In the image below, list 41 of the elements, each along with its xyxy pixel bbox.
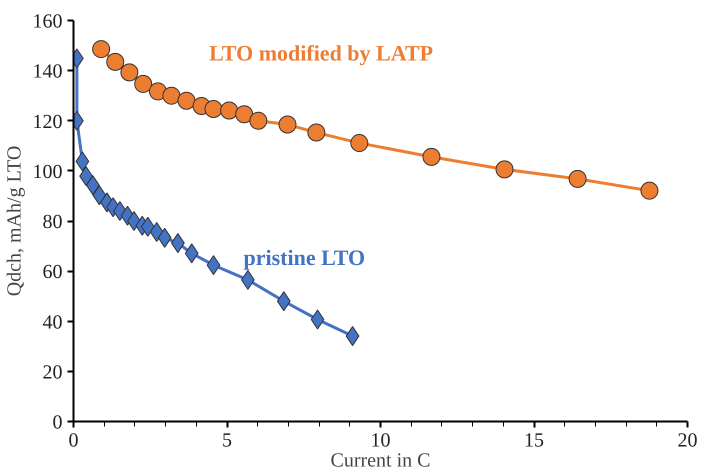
point (235, 105, 254, 124)
y-axis-title: Qdch, mAh/g LTO (4, 146, 26, 296)
y-tick-label: 160 (32, 10, 62, 32)
x-tick-label: 20 (678, 430, 698, 452)
point (278, 116, 296, 134)
point (204, 100, 222, 118)
point (640, 182, 658, 200)
y-tick-label: 140 (32, 60, 62, 83)
y-tick-label: 0 (52, 412, 62, 434)
x-tick-label: 15 (524, 430, 544, 452)
x-tick-label: 10 (370, 430, 390, 452)
point (276, 291, 291, 312)
point (162, 86, 180, 105)
point (307, 124, 326, 142)
point (134, 74, 152, 93)
series-label: pristine LTO (243, 245, 366, 270)
point (140, 216, 155, 237)
y-tick-label: 20 (42, 361, 62, 384)
point (92, 185, 106, 206)
point (158, 228, 172, 248)
point (184, 243, 199, 264)
x-tick-label: 5 (222, 430, 232, 452)
point (150, 222, 164, 242)
y-tick-label: 100 (32, 160, 62, 183)
series-label: LTO modified by LATP (209, 40, 434, 66)
point (120, 63, 138, 82)
point (106, 52, 124, 71)
y-tick-label: 60 (42, 261, 62, 284)
point (220, 101, 238, 120)
point (568, 170, 587, 188)
x-tick-label: 0 (68, 430, 78, 452)
y-tick-label: 40 (42, 311, 62, 334)
point (92, 40, 110, 58)
point (350, 134, 368, 152)
point (496, 160, 514, 178)
point (249, 112, 268, 130)
x-axis-title: Current in C (330, 450, 431, 472)
y-tick-label: 80 (42, 211, 62, 233)
point (422, 148, 440, 166)
point (177, 92, 196, 110)
y-tick-label: 120 (32, 110, 62, 133)
